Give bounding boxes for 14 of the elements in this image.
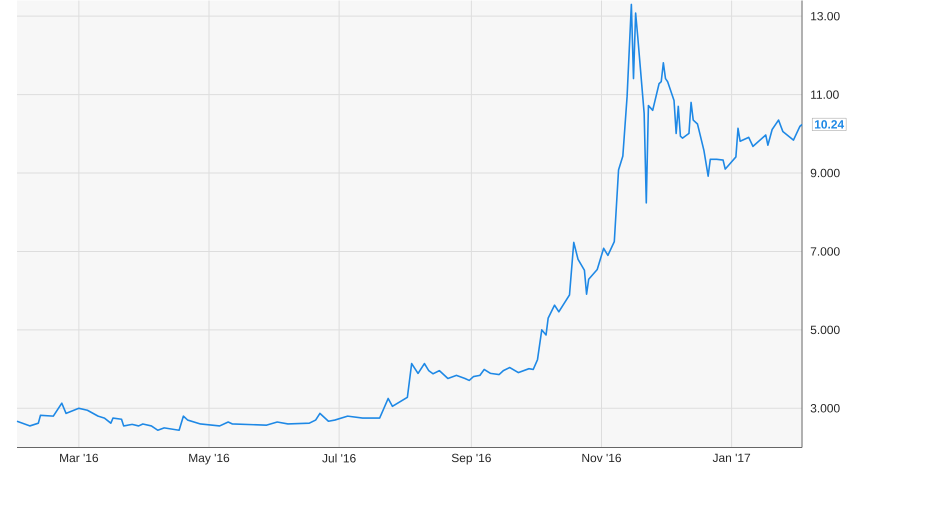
line-series [16, 3, 803, 431]
data-label: 10.24 [814, 120, 844, 128]
y-tick-label: 11.00 [811, 90, 839, 99]
x-tick-label: Jul '16 [322, 453, 356, 462]
y-tick-label: 5.000 [810, 325, 840, 334]
y-tick-label: 7.000 [810, 246, 840, 256]
x-tick-label: Sep '16 [452, 453, 491, 464]
y-tick-label: 13.00 [811, 12, 840, 20]
y-tick-label: 3.000 [810, 404, 840, 412]
x-tick-label: Mar '16 [60, 453, 98, 462]
x-tick-label: Nov '16 [582, 453, 622, 462]
x-tick-label: May '16 [189, 453, 230, 464]
y-tick-label: 9.000 [810, 168, 840, 177]
x-tick-label: Jan '17 [712, 453, 750, 462]
